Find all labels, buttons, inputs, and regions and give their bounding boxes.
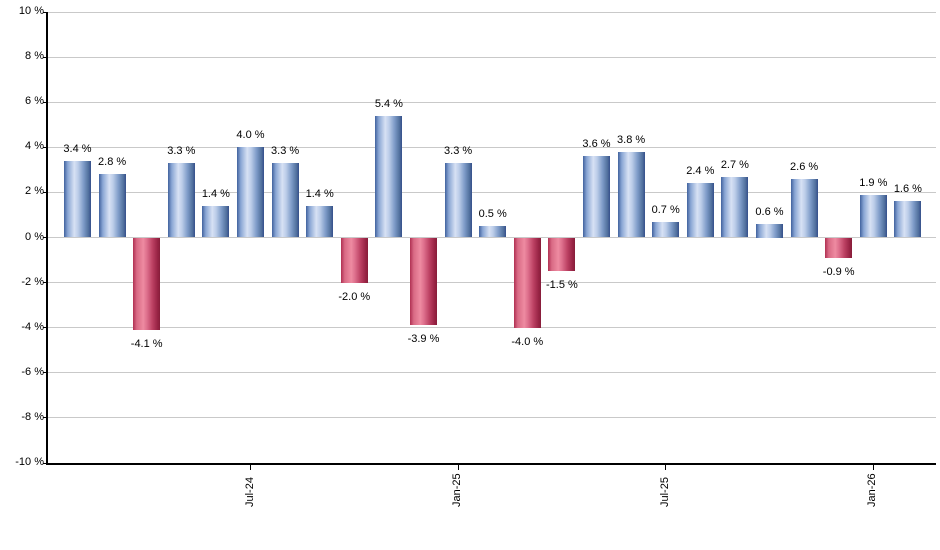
y-axis-tick-label: 4 % [25, 140, 44, 153]
positive-return-bar [686, 183, 714, 238]
bar-value-label: 4.0 % [236, 129, 265, 142]
negative-return-bar [825, 237, 853, 258]
positive-return-bar [790, 178, 818, 238]
bar-value-label: 0.5 % [478, 208, 507, 221]
bar-value-label: 1.4 % [305, 187, 334, 200]
positive-return-bar [271, 163, 299, 238]
positive-return-bar [652, 221, 680, 238]
y-axis-tick [43, 462, 47, 464]
positive-return-bar [64, 160, 91, 238]
y-gridline [48, 372, 936, 374]
y-gridline [48, 327, 936, 329]
y-gridline [48, 56, 936, 58]
x-axis-tick [872, 465, 874, 470]
bar-value-label: -1.5 % [545, 279, 578, 292]
negative-return-bar [513, 237, 541, 328]
bar-value-label: 2.8 % [98, 156, 127, 169]
y-axis-tick [43, 327, 47, 329]
y-axis-tick-label: -2 % [21, 275, 44, 288]
y-axis-tick-label: 8 % [25, 50, 44, 63]
x-axis-tick-label: Jul-25 [658, 477, 671, 507]
y-gridline [48, 191, 936, 193]
positive-return-bar [444, 163, 472, 238]
y-axis-tick-label: -6 % [21, 365, 44, 378]
bar-value-label: 3.3 % [271, 145, 300, 158]
y-axis-tick [43, 11, 47, 13]
bar-value-label: 3.6 % [582, 138, 611, 151]
x-axis-tick-label: Jan-25 [451, 473, 464, 507]
bar-value-label: -2.0 % [338, 290, 371, 303]
positive-return-bar [756, 224, 783, 238]
positive-return-bar [202, 205, 230, 238]
y-axis-tick-label: 10 % [18, 5, 44, 17]
bar-value-label: -0.9 % [822, 265, 855, 278]
x-axis-tick [250, 465, 251, 470]
bar-value-label: 1.6 % [893, 183, 922, 196]
y-axis-tick [43, 146, 47, 148]
x-axis-tick [665, 465, 667, 470]
y-axis-line [46, 12, 48, 465]
positive-return-bar [98, 174, 126, 238]
x-axis-line [46, 463, 936, 465]
positive-return-bar [583, 156, 610, 238]
y-axis-tick-label: 6 % [25, 95, 44, 108]
y-axis-tick-label: -4 % [21, 320, 44, 333]
x-axis-tick [457, 465, 459, 470]
bar-value-label: 3.4 % [63, 142, 92, 155]
y-axis-tick [43, 282, 47, 284]
bar-value-label: 3.8 % [617, 133, 646, 146]
positive-return-bar [859, 194, 887, 238]
y-gridline [48, 237, 936, 238]
positive-return-bar [375, 115, 403, 238]
bar-value-label: 1.4 % [201, 187, 230, 200]
y-axis-tick-label: 0 % [25, 230, 44, 243]
bar-value-label: 0.6 % [755, 206, 784, 218]
y-axis-tick-label: -8 % [21, 410, 44, 423]
y-axis-tick [43, 417, 47, 419]
negative-return-bar [340, 237, 368, 283]
negative-return-bar [133, 237, 161, 330]
positive-return-bar [306, 205, 334, 238]
y-axis-tick [43, 101, 47, 103]
bar-value-label: -3.9 % [407, 333, 440, 346]
bar-value-label: 3.3 % [167, 145, 196, 158]
y-axis-tick-label: 2 % [25, 185, 44, 198]
bar-value-label: 2.4 % [686, 165, 715, 178]
bar-value-label: 0.7 % [651, 203, 680, 216]
y-gridline [48, 101, 936, 103]
bar-value-label: 5.4 % [374, 97, 403, 110]
y-axis-tick-label: -10 % [15, 456, 44, 468]
y-gridline [48, 417, 936, 419]
positive-return-bar [479, 226, 507, 238]
negative-return-bar [548, 237, 576, 272]
bar-value-label: 1.9 % [859, 176, 888, 189]
positive-return-bar [721, 176, 749, 238]
x-axis-tick-label: Jul-24 [243, 477, 256, 507]
bar-value-label: -4.1 % [130, 338, 163, 350]
y-axis-tick [43, 56, 47, 58]
bar-value-label: 2.7 % [720, 158, 749, 171]
bar-value-label: 3.3 % [444, 145, 473, 158]
positive-return-bar [167, 163, 195, 238]
y-axis-tick [43, 237, 47, 238]
positive-return-bar [894, 201, 922, 238]
positive-return-bar [617, 151, 645, 238]
y-axis-tick [43, 191, 47, 193]
positive-return-bar [237, 147, 264, 238]
negative-return-bar [410, 237, 437, 326]
y-gridline [48, 282, 936, 284]
bar-value-label: -4.0 % [511, 335, 544, 348]
y-axis-tick [43, 372, 47, 374]
x-axis-tick-label: Jan-26 [866, 473, 879, 507]
bar-value-label: 2.6 % [790, 160, 819, 173]
y-gridline [48, 11, 936, 13]
y-gridline [48, 146, 936, 148]
